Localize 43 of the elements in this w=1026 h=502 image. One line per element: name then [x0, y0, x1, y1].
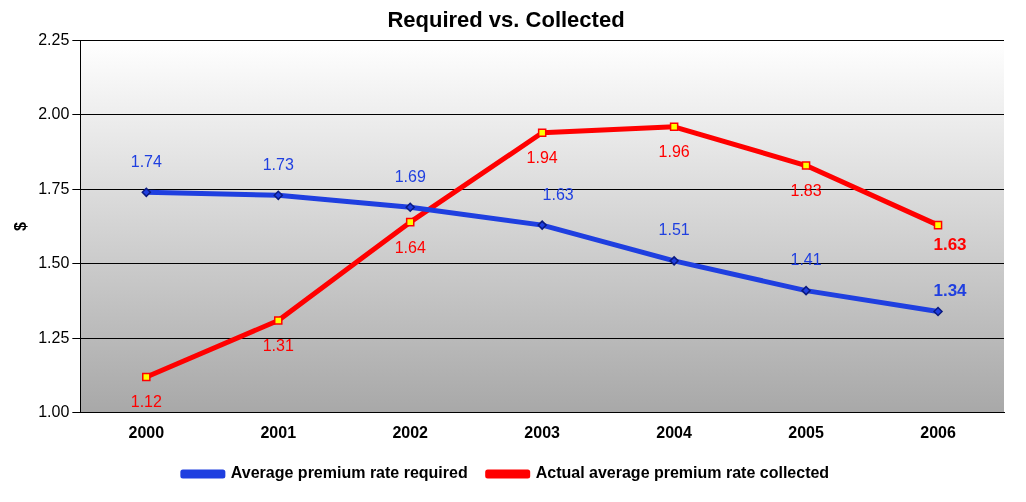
legend-label: Actual average premium rate collected: [535, 464, 830, 482]
x-tick-label: 2003: [524, 423, 561, 441]
x-tick-label: 2006: [920, 423, 956, 441]
y-tick-label: 1.75: [38, 179, 70, 197]
data-label: 1.64: [394, 238, 426, 256]
data-label: 1.94: [526, 149, 558, 167]
data-label: 1.34: [933, 280, 968, 300]
y-tick-label: 2.25: [38, 30, 70, 48]
point: [273, 316, 283, 325]
point: [801, 161, 811, 170]
chart-title: Required vs. Collected: [387, 7, 625, 33]
point: [405, 202, 415, 212]
point: [933, 306, 943, 317]
data-label: 1.51: [658, 221, 690, 239]
y-tick-label: 1.00: [38, 403, 70, 421]
data-label: 1.74: [130, 152, 162, 170]
point: [537, 220, 547, 230]
x-tick-label: 2005: [788, 423, 824, 441]
x-tick-label: 2002: [392, 423, 429, 441]
y-axis-title: $: [12, 222, 30, 232]
data-label: 1.73: [262, 155, 294, 173]
y-tick-label: 2.00: [38, 105, 70, 123]
point: [933, 220, 943, 230]
point: [801, 285, 811, 296]
data-label: 1.96: [658, 143, 690, 161]
x-tick-label: 2000: [128, 423, 165, 441]
point: [142, 372, 151, 382]
y-tick-label: 1.50: [38, 254, 70, 272]
point: [405, 217, 415, 227]
point: [141, 187, 152, 198]
point: [537, 128, 547, 138]
data-label: 1.69: [394, 167, 426, 185]
data-label: 1.63: [542, 185, 574, 203]
data-label: 1.12: [130, 393, 162, 411]
x-tick-label: 2004: [656, 423, 693, 441]
point: [669, 256, 679, 266]
y-tick-label: 1.25: [38, 328, 70, 346]
legend-label: Average premium rate required: [230, 464, 468, 482]
point: [669, 122, 679, 132]
data-label: 1.31: [262, 336, 294, 354]
x-tick-label: 2001: [260, 423, 297, 441]
data-label: 1.63: [933, 235, 967, 255]
point: [273, 190, 284, 201]
